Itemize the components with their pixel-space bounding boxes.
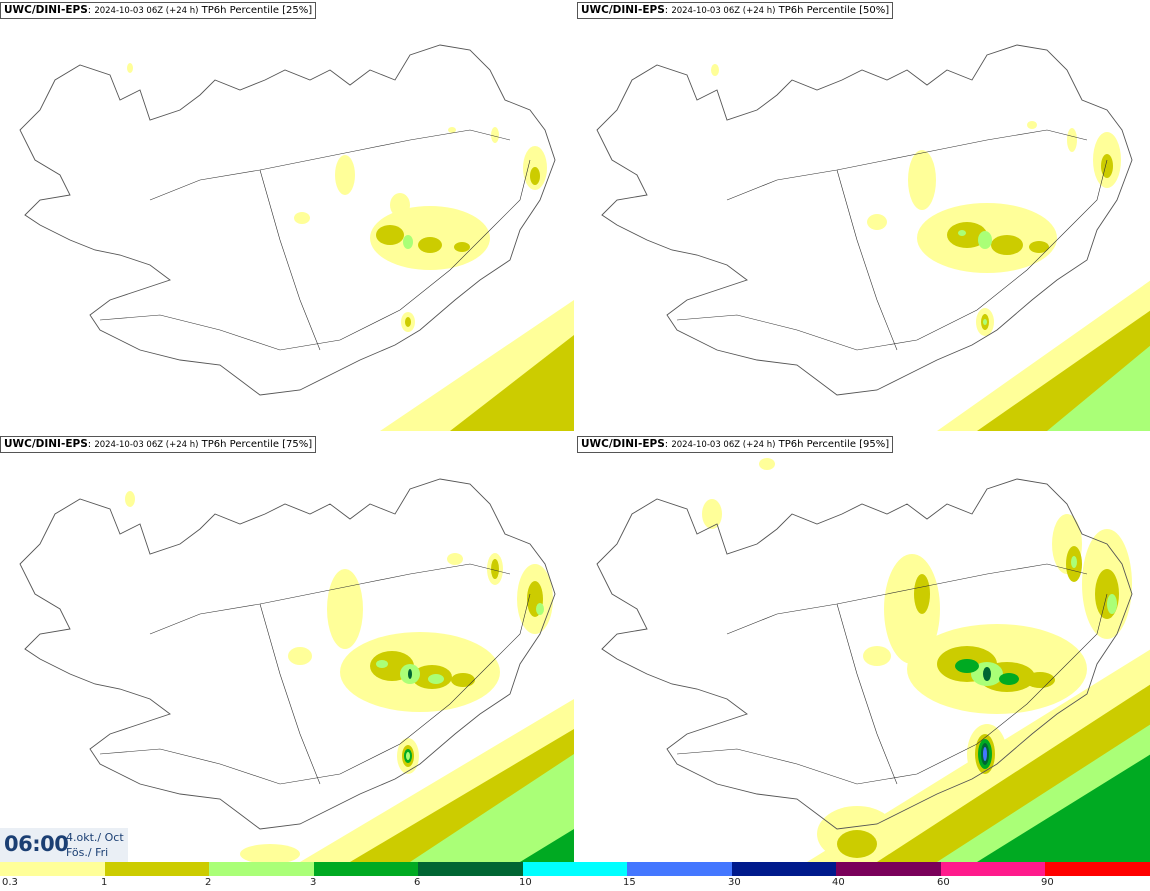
run-time: 2024-10-03 06Z (+24 h) [94,6,199,16]
model-name: UWC/DINI-EPS [4,4,88,16]
valid-date-line2: Fös./ Fri [66,846,109,859]
valid-time-clock: 06:00 [4,832,69,856]
panel-title: UWC/DINI-EPS: 2024-10-03 06Z (+24 h) TP6… [577,436,894,453]
colorbar-tick-label: 6 [414,877,421,888]
run-time: 2024-10-03 06Z (+24 h) [671,440,776,450]
colorbar-segment [627,862,732,876]
colorbar-segment [209,862,314,876]
iceland-coastline [19,478,556,830]
road-network [676,129,1108,351]
precip-field [127,63,574,431]
title-separator: : [87,5,92,16]
colorbar-segment [1045,862,1150,876]
colorbar-segment [836,862,941,876]
title-separator: : [664,5,669,16]
product-label: TP6h Percentile [95%] [778,439,890,450]
title-separator: : [664,439,669,450]
precip-field [702,458,1150,862]
colorbar-segment [522,862,628,876]
precip-field [125,491,574,862]
colorbar-tick-label: 1 [101,877,108,888]
colorbar-segment [940,862,1046,876]
model-name: UWC/DINI-EPS [581,4,665,16]
run-time: 2024-10-03 06Z (+24 h) [94,440,199,450]
model-name: UWC/DINI-EPS [4,438,88,450]
colorbar-segment [418,862,523,876]
road-network [99,129,531,351]
map-panel-25: UWC/DINI-EPS: 2024-10-03 06Z (+24 h) TP6… [0,0,574,431]
map-panel-50: UWC/DINI-EPS: 2024-10-03 06Z (+24 h) TP6… [577,0,1150,431]
colorbar-tick-label: 90 [1041,877,1054,888]
product-label: TP6h Percentile [75%] [201,439,313,450]
product-label: TP6h Percentile [25%] [201,5,313,16]
valid-date-line1: 4.okt./ Oct [66,831,124,844]
colorbar-segment [313,862,419,876]
model-name: UWC/DINI-EPS [581,438,665,450]
colorbar-tick-label: 3 [310,877,317,888]
run-time: 2024-10-03 06Z (+24 h) [671,6,776,16]
colorbar-tick-label: 60 [937,877,950,888]
precip-field [711,64,1150,431]
iceland-precip-map [596,44,1150,431]
colorbar-tick-label: 0.3 [2,877,18,888]
iceland-precip-map [19,478,574,862]
colorbar-tick-label: 15 [623,877,636,888]
colorbar-ticks: 0.3 1 2 3 6 10 15 30 40 60 90 [0,877,1150,891]
valid-time-box: 06:00 4.okt./ Oct Fös./ Fri [0,828,128,862]
colorbar-segment [731,862,837,876]
iceland-coastline [19,44,556,396]
panel-title: UWC/DINI-EPS: 2024-10-03 06Z (+24 h) TP6… [0,2,317,19]
iceland-precip-map [596,458,1150,862]
map-panel-95: UWC/DINI-EPS: 2024-10-03 06Z (+24 h) TP6… [577,434,1150,865]
colorbar-segment [0,862,105,876]
colorbar-tick-label: 2 [205,877,212,888]
panel-title: UWC/DINI-EPS: 2024-10-03 06Z (+24 h) TP6… [0,436,317,453]
road-network [676,563,1108,785]
colorbar-tick-label: 30 [728,877,741,888]
colorbar-tick-label: 40 [832,877,845,888]
colorbar-segment [104,862,210,876]
product-label: TP6h Percentile [50%] [778,5,890,16]
precip-colorbar [0,862,1150,876]
colorbar-tick-label: 10 [519,877,532,888]
map-panel-75: UWC/DINI-EPS: 2024-10-03 06Z (+24 h) TP6… [0,434,574,865]
iceland-precip-map [19,44,574,431]
road-network [99,563,531,785]
iceland-coastline [596,44,1133,396]
panel-title: UWC/DINI-EPS: 2024-10-03 06Z (+24 h) TP6… [577,2,894,19]
title-separator: : [87,439,92,450]
iceland-coastline [596,478,1133,830]
